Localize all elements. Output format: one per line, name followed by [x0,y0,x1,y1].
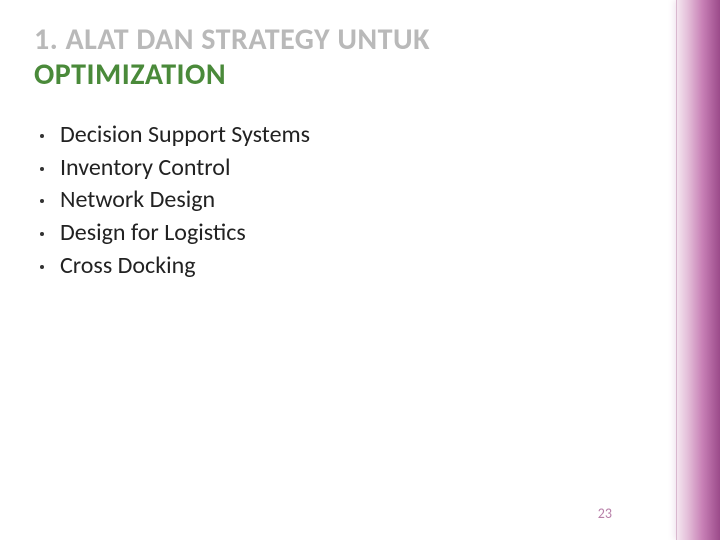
side-accent-bar [676,0,720,540]
slide-title: 1. ALAT DAN STRATEGY UNTUK OPTIMIZATION [34,22,650,93]
list-item-text: Cross Docking [60,251,196,280]
list-item: Inventory Control [34,153,630,184]
bullet-list: Decision Support Systems Inventory Contr… [34,120,630,284]
list-item: Cross Docking [34,251,630,282]
list-item: Network Design [34,185,630,216]
slide: 1. ALAT DAN STRATEGY UNTUK OPTIMIZATION … [0,0,720,540]
title-line-1: 1. ALAT DAN STRATEGY UNTUK [34,21,430,58]
list-item-text: Network Design [60,185,215,214]
list-item-text: Decision Support Systems [60,120,310,149]
title-accent-word: OPTIMIZATION [34,56,226,93]
list-item: Design for Logistics [34,218,630,249]
list-item: Decision Support Systems [34,120,630,151]
list-item-text: Design for Logistics [60,218,246,247]
page-number: 23 [598,505,612,522]
list-item-text: Inventory Control [60,153,230,182]
